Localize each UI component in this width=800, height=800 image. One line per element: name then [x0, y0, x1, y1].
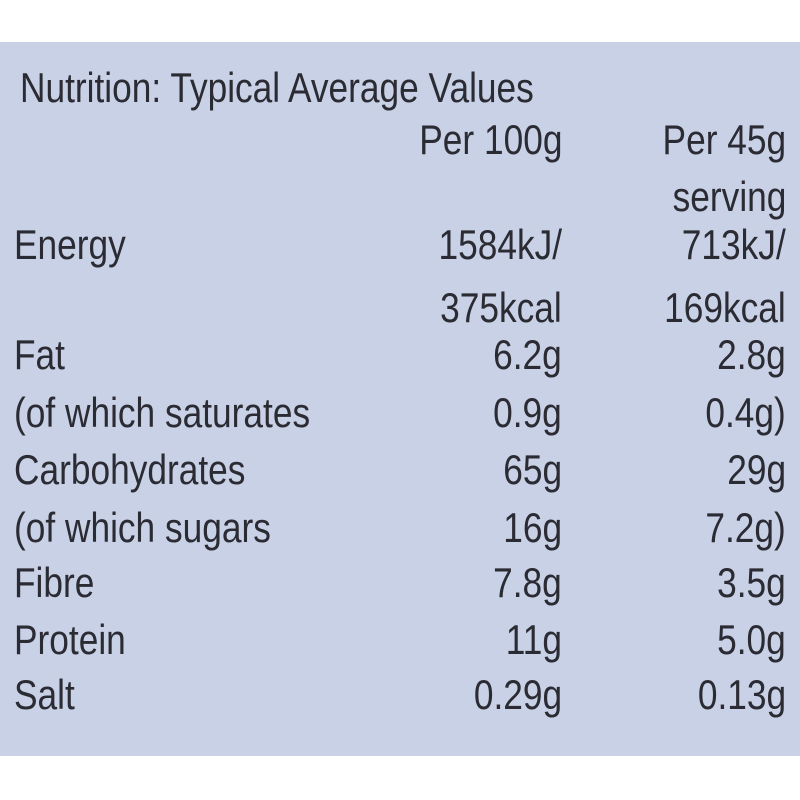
- value-per-100g: 6.2g: [493, 331, 562, 378]
- value-per-serving: 5.0g: [717, 616, 786, 663]
- value-per-100g: 65g: [503, 446, 562, 493]
- value-per-100g: 11g: [505, 616, 562, 663]
- value-per-100g: 0.9g: [493, 389, 562, 436]
- value-per-100g: 1584kJ/: [438, 221, 562, 268]
- value-per-100g: 375kcal: [440, 284, 562, 331]
- value-per-serving: 0.13g: [697, 671, 786, 718]
- value-per-serving: 0.4g): [705, 389, 786, 436]
- row-label: (of which sugars: [14, 504, 271, 551]
- value-per-100g: 0.29g: [473, 671, 562, 718]
- row-label: Carbohydrates: [14, 446, 246, 493]
- title: Nutrition: Typical Average Values: [20, 64, 534, 111]
- column-header: Per 100g: [418, 116, 562, 163]
- value-per-serving: 2.8g: [717, 331, 786, 378]
- nutrition-label: Nutrition: Typical Average Values Per 100…: [0, 42, 800, 756]
- value-per-serving: 7.2g): [705, 504, 786, 551]
- value-per-serving: 29g: [727, 446, 786, 493]
- row-label: Salt: [14, 671, 75, 718]
- row-label: Fat: [14, 331, 65, 378]
- column-header: serving: [672, 173, 786, 220]
- column-header: Per 45g: [662, 116, 786, 163]
- value-per-100g: 7.8g: [493, 559, 562, 606]
- value-per-serving: 3.5g: [717, 559, 786, 606]
- row-label: (of which saturates: [14, 389, 311, 436]
- row-label: Fibre: [14, 559, 95, 606]
- row-label: Energy: [14, 221, 126, 268]
- value-per-100g: 16g: [503, 504, 562, 551]
- value-per-serving: 713kJ/: [682, 221, 786, 268]
- value-per-serving: 169kcal: [664, 284, 786, 331]
- row-label: Protein: [14, 616, 126, 663]
